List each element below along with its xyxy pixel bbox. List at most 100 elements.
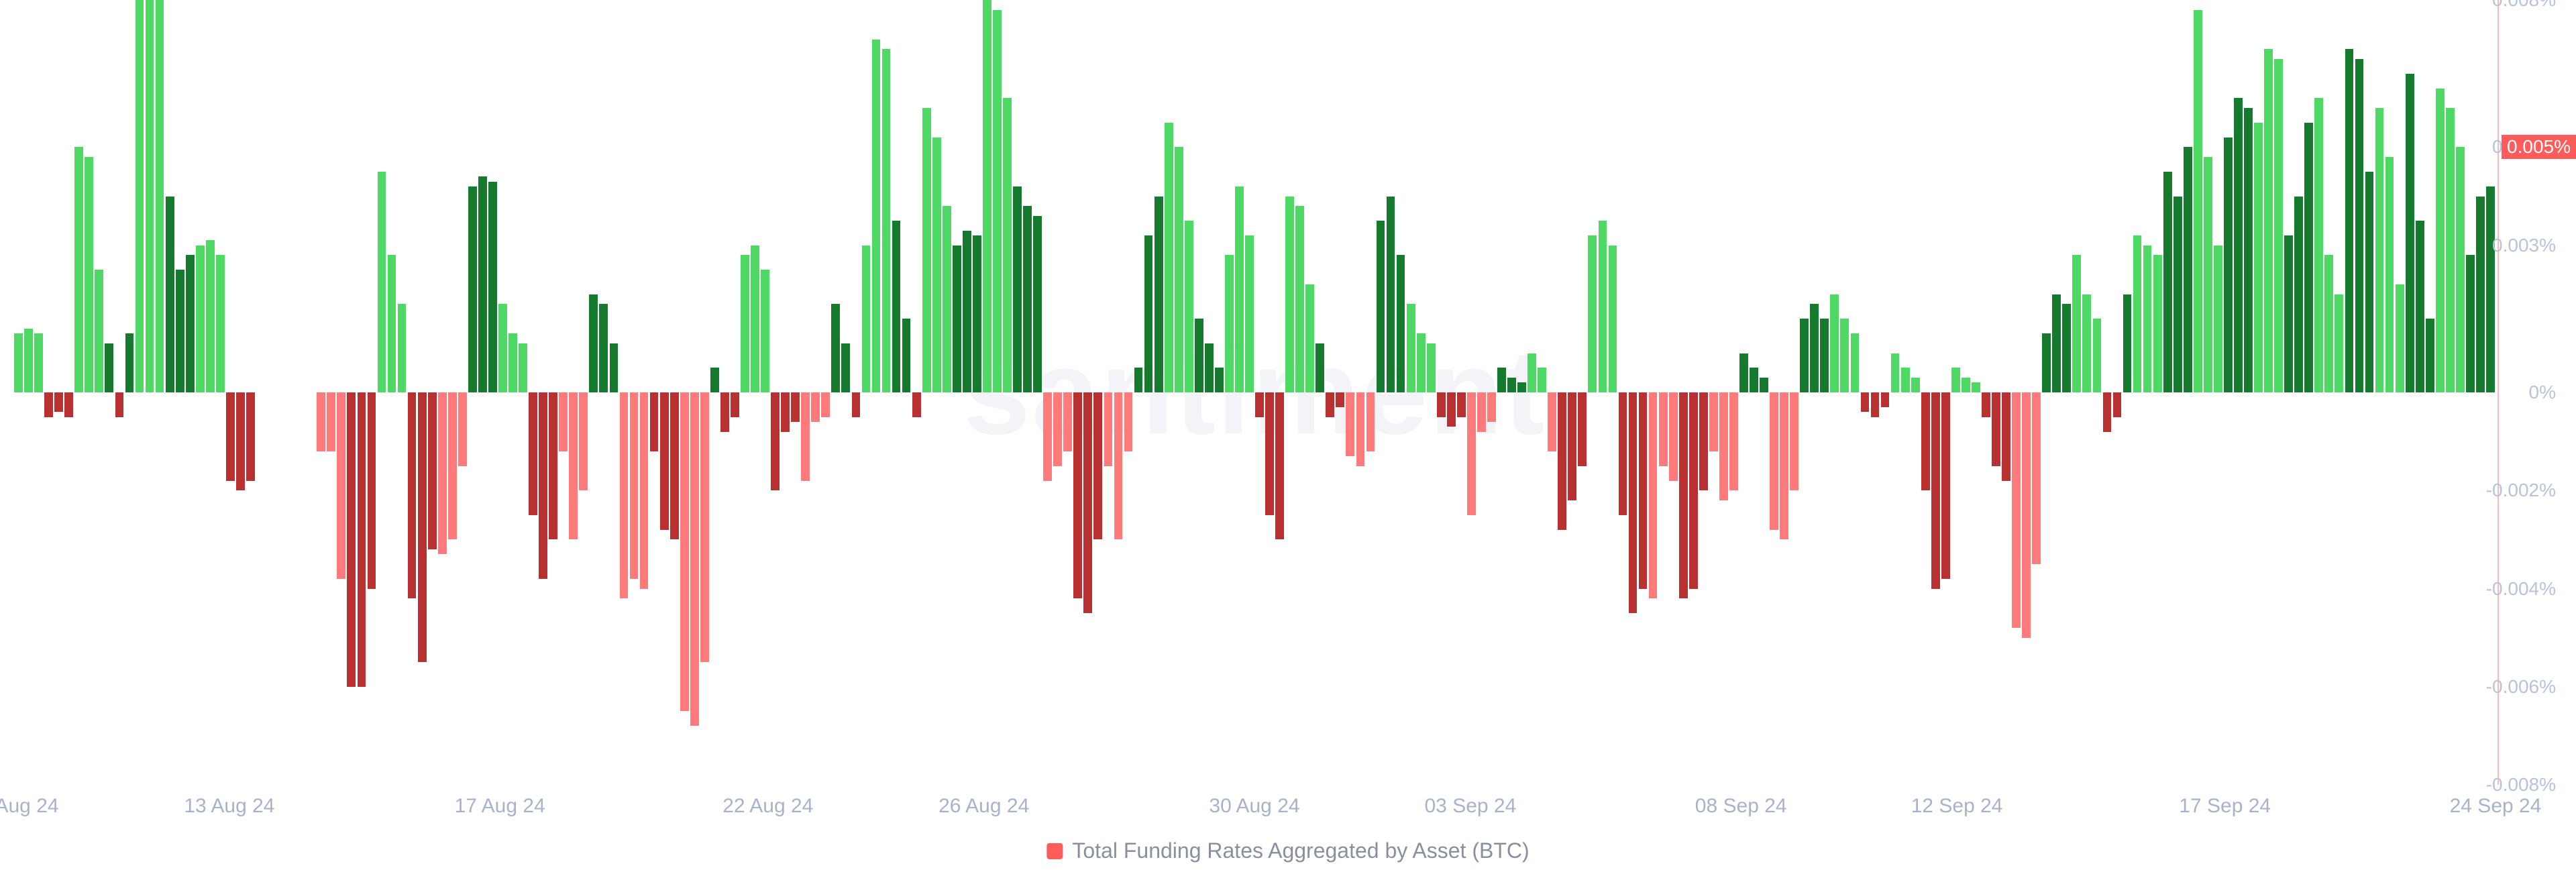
bar: [1336, 392, 1344, 407]
bar: [347, 392, 356, 687]
bar: [953, 246, 961, 392]
bar: [2224, 138, 2233, 392]
bar: [1225, 255, 1234, 392]
bar: [2466, 255, 2475, 392]
bar: [579, 392, 588, 490]
bar: [1205, 343, 1214, 392]
bar: [1588, 235, 1597, 392]
zero-line: [13, 392, 2496, 393]
bar: [2244, 108, 2253, 392]
x-tick: 12 Sep 24: [1911, 795, 2003, 818]
bar: [2365, 172, 2374, 392]
bar: [731, 392, 739, 417]
bar: [2304, 123, 2313, 392]
bar: [448, 392, 457, 539]
y-tick: -0.008%: [2486, 774, 2556, 796]
bar: [539, 392, 547, 579]
bar: [1629, 392, 1638, 613]
bar: [176, 270, 184, 392]
bar: [2264, 49, 2273, 392]
bar: [2163, 172, 2172, 392]
bar: [2446, 108, 2455, 392]
bar: [166, 197, 174, 393]
bar: [710, 368, 719, 392]
bar: [2334, 294, 2343, 392]
bar: [2294, 197, 2303, 393]
bar: [872, 40, 881, 393]
bar: [1507, 378, 1516, 392]
bar: [1175, 147, 1183, 392]
bar: [1487, 392, 1496, 422]
bar: [246, 392, 255, 481]
bar: [1982, 392, 1990, 417]
bar: [388, 255, 396, 392]
bar: [186, 255, 195, 392]
bar: [1830, 294, 1839, 392]
bar: [902, 319, 911, 392]
bar: [2345, 49, 2354, 392]
y-axis: 0.008%0.005%0.003%0%-0.002%-0.004%-0.006…: [2496, 0, 2576, 785]
legend: Total Funding Rates Aggregated by Asset …: [1046, 838, 1529, 863]
bar: [1144, 235, 1153, 392]
legend-swatch: [1046, 843, 1063, 859]
bar: [146, 0, 154, 392]
bar: [2174, 197, 2182, 393]
bar: [2396, 284, 2404, 392]
bar: [831, 304, 840, 392]
bar: [963, 231, 971, 392]
bar: [2012, 392, 2021, 628]
bar: [771, 392, 780, 490]
bar: [741, 255, 749, 392]
bar: [327, 392, 335, 451]
bar: [1467, 392, 1476, 515]
bar: [1265, 392, 1274, 515]
bar: [983, 0, 991, 392]
bar: [1245, 235, 1254, 392]
bar: [943, 206, 951, 392]
bar: [1558, 392, 1566, 530]
bar: [610, 343, 619, 392]
bar: [2042, 333, 2051, 392]
bar: [2385, 157, 2394, 392]
bar: [1951, 368, 1960, 392]
bar: [862, 246, 871, 392]
bar: [2022, 392, 2031, 638]
bar: [226, 392, 235, 481]
bar: [1527, 353, 1536, 393]
bar: [508, 333, 517, 392]
bar: [196, 246, 205, 392]
current-value-badge: 0.005%: [2502, 135, 2576, 159]
x-tick: 08 Sep 24: [1695, 795, 1787, 818]
bar: [1457, 392, 1466, 417]
bar: [236, 392, 245, 490]
bar: [1639, 392, 1648, 589]
bar: [1861, 392, 1870, 412]
bar: [2214, 246, 2222, 392]
bar: [488, 182, 497, 392]
bar: [1992, 392, 2000, 466]
bar: [519, 343, 527, 392]
bar: [34, 333, 43, 392]
bar: [2355, 59, 2364, 392]
bar: [1305, 284, 1314, 392]
bar: [2426, 319, 2434, 392]
bar: [2375, 108, 2384, 392]
bar: [650, 392, 659, 451]
bar: [2254, 123, 2263, 392]
bar: [589, 294, 598, 392]
x-tick: 17 Aug 24: [455, 795, 545, 818]
current-value-text: 0.005%: [2507, 136, 2571, 157]
bar: [1255, 392, 1264, 417]
bar: [1790, 392, 1799, 490]
bar: [640, 392, 649, 589]
bar: [1659, 392, 1668, 466]
bar: [1013, 186, 1022, 392]
bar: [1447, 392, 1456, 427]
bar: [438, 392, 447, 554]
bar: [1215, 368, 1224, 392]
bar: [1599, 221, 1607, 392]
bar: [1770, 392, 1778, 530]
bar: [44, 392, 53, 417]
bar: [1437, 392, 1446, 417]
bar: [1497, 368, 1506, 392]
